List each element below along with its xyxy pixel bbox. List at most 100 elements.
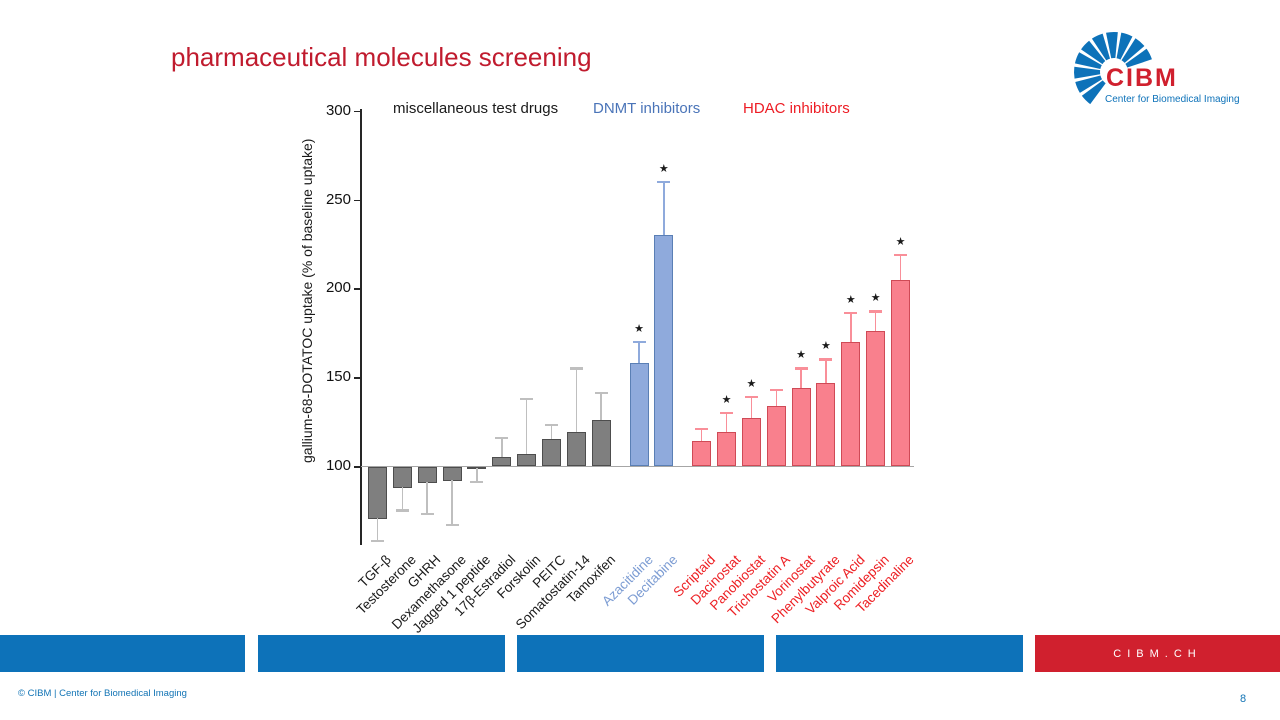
logo-fan-segment [1074,52,1102,69]
error-bar-jagged-1-peptide [476,467,478,482]
error-bar-peitc [550,425,553,440]
logo-fan-icon [1073,31,1152,105]
y-tick-label: 150 [325,368,351,386]
error-cap-romidepsin [869,310,883,313]
error-cap-panobiostat [744,395,758,398]
error-cap-somatostatin-14 [569,367,583,370]
footer-decoration-bar-1 [0,635,245,672]
cibm-logo-graphic: CIBM Center for Biomedical Imaging [1073,31,1240,105]
cibm-logo: CIBM Center for Biomedical Imaging [1072,28,1240,108]
error-cap-peitc [544,424,558,427]
error-cap-valproic-acid [844,312,858,315]
y-tick [354,110,360,113]
error-cap-phenylbutyrate [819,358,833,361]
page-title: pharmaceutical molecules screening [171,42,592,72]
y-axis-label: gallium-68-DOTATOC uptake (% of baseline… [299,138,315,463]
error-bar-ghrh [426,481,428,514]
bar-tamoxifen [591,419,611,466]
error-cap-trichostatin-a [769,388,783,391]
footer-copyright: © CIBM | Center for Biomedical Imaging [18,688,187,699]
error-bar-forskolin [525,398,528,454]
significance-star-azacitidine: ★ [634,322,644,335]
legend-dnmt-inhibitors: DNMT inhibitors [593,100,701,117]
logo-fan-segment [1075,75,1103,93]
bar-vorinostat [791,387,811,466]
logo-fan-segment [1081,80,1106,105]
significance-star-decitabine: ★ [658,162,669,175]
y-tick [354,466,360,468]
footer-decoration-bar-3 [517,635,764,672]
x-axis-baseline [361,466,914,468]
error-cap-dacinostat [720,411,734,414]
bar-ghrh [417,467,437,483]
error-cap-azacitidine [632,340,646,343]
error-bar-decitabine [663,181,665,236]
error-bar-tgf- [376,517,379,541]
bar-tacedinaline [891,279,910,466]
error-cap-scriptaid [695,427,709,430]
error-cap-17-estradiol [495,436,509,439]
bar-tgf- [368,467,387,519]
error-bar-romidepsin [874,311,877,332]
error-bar-azacitidine [638,341,640,363]
logo-fan-segment [1091,33,1111,61]
footer-decoration-bar-4 [776,635,1023,672]
error-cap-jagged-1-peptide [470,480,484,484]
y-tick [354,377,360,379]
error-bar-dexamethasone [451,480,453,525]
error-cap-tgf- [371,539,384,542]
bar-valproic-acid [841,341,861,466]
y-tick [354,288,360,290]
error-bar-tamoxifen [600,393,602,420]
bar-testosterone [392,467,412,489]
bar-romidepsin [866,331,886,466]
error-cap-ghrh [420,512,434,516]
error-cap-tacedinaline [894,253,907,256]
significance-star-vorinostat: ★ [796,349,807,362]
error-cap-decitabine [657,180,671,184]
bar-dexamethasone [442,467,462,482]
logo-fan-segment [1081,40,1106,65]
significance-star-dacinostat: ★ [721,393,732,406]
error-bar-phenylbutyrate [825,359,827,383]
bar-azacitidine [629,362,649,466]
footer-site-block: CIBM.CH [1035,635,1280,672]
error-bar-dacinostat [725,412,728,433]
y-tick-label: 300 [325,101,351,119]
bar-somatostatin-14 [566,432,586,466]
bar-phenylbutyrate [816,382,836,466]
significance-star-phenylbutyrate: ★ [821,340,831,353]
logo-fan-segment [1125,48,1152,68]
error-bar-17-estradiol [501,437,503,458]
error-bar-trichostatin-a [775,389,777,406]
significance-star-panobiostat: ★ [746,377,757,390]
error-bar-somatostatin-14 [575,368,578,433]
error-cap-vorinostat [794,367,808,370]
significance-star-tacedinaline: ★ [895,235,906,248]
bar-decitabine [654,235,674,466]
logo-fan-segment [1073,66,1101,79]
logo-tagline: Center for Biomedical Imaging [1105,94,1240,105]
significance-star-romidepsin: ★ [870,292,881,305]
error-bar-scriptaid [700,428,703,442]
bar-forskolin [517,453,537,466]
error-cap-dexamethasone [445,523,459,526]
error-cap-tamoxifen [594,392,608,395]
error-cap-forskolin [520,397,534,400]
footer-decoration-bar-2 [258,635,505,672]
logo-acronym: CIBM [1106,64,1178,92]
legend-misc-drugs: miscellaneous test drugs [393,100,559,117]
error-bar-vorinostat [800,368,802,388]
logo-fan-segment [1121,38,1145,63]
significance-star-valproic-acid: ★ [845,294,856,307]
y-tick-label: 100 [325,457,351,474]
bar-scriptaid [692,441,712,466]
footer-site-label: CIBM.CH [1113,647,1202,660]
error-bar-testosterone [401,487,404,511]
bar-dacinostat [717,432,737,466]
y-tick-label: 250 [325,190,351,208]
y-tick [354,199,360,202]
error-bar-panobiostat [750,396,753,419]
logo-fan-segment [1116,32,1133,60]
logo-fan-segment [1106,31,1118,59]
